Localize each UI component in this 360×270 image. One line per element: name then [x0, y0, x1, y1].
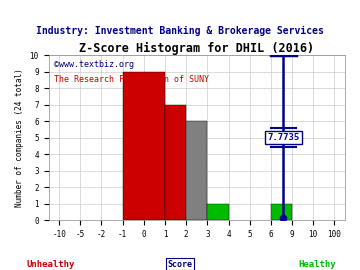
Bar: [271, 204, 292, 220]
Title: Z-Score Histogram for DHIL (2016): Z-Score Histogram for DHIL (2016): [79, 42, 314, 55]
Text: Unhealthy: Unhealthy: [26, 260, 75, 269]
Y-axis label: Number of companies (24 total): Number of companies (24 total): [15, 68, 24, 207]
Bar: [165, 104, 186, 220]
Text: 7.7735: 7.7735: [267, 133, 300, 142]
Bar: [207, 204, 229, 220]
Text: The Research Foundation of SUNY: The Research Foundation of SUNY: [54, 75, 210, 84]
Bar: [186, 121, 207, 220]
Text: Healthy: Healthy: [298, 260, 336, 269]
Text: Industry: Investment Banking & Brokerage Services: Industry: Investment Banking & Brokerage…: [36, 26, 324, 36]
Text: Score: Score: [167, 260, 193, 269]
Bar: [123, 72, 165, 220]
Text: ©www.textbiz.org: ©www.textbiz.org: [54, 60, 134, 69]
